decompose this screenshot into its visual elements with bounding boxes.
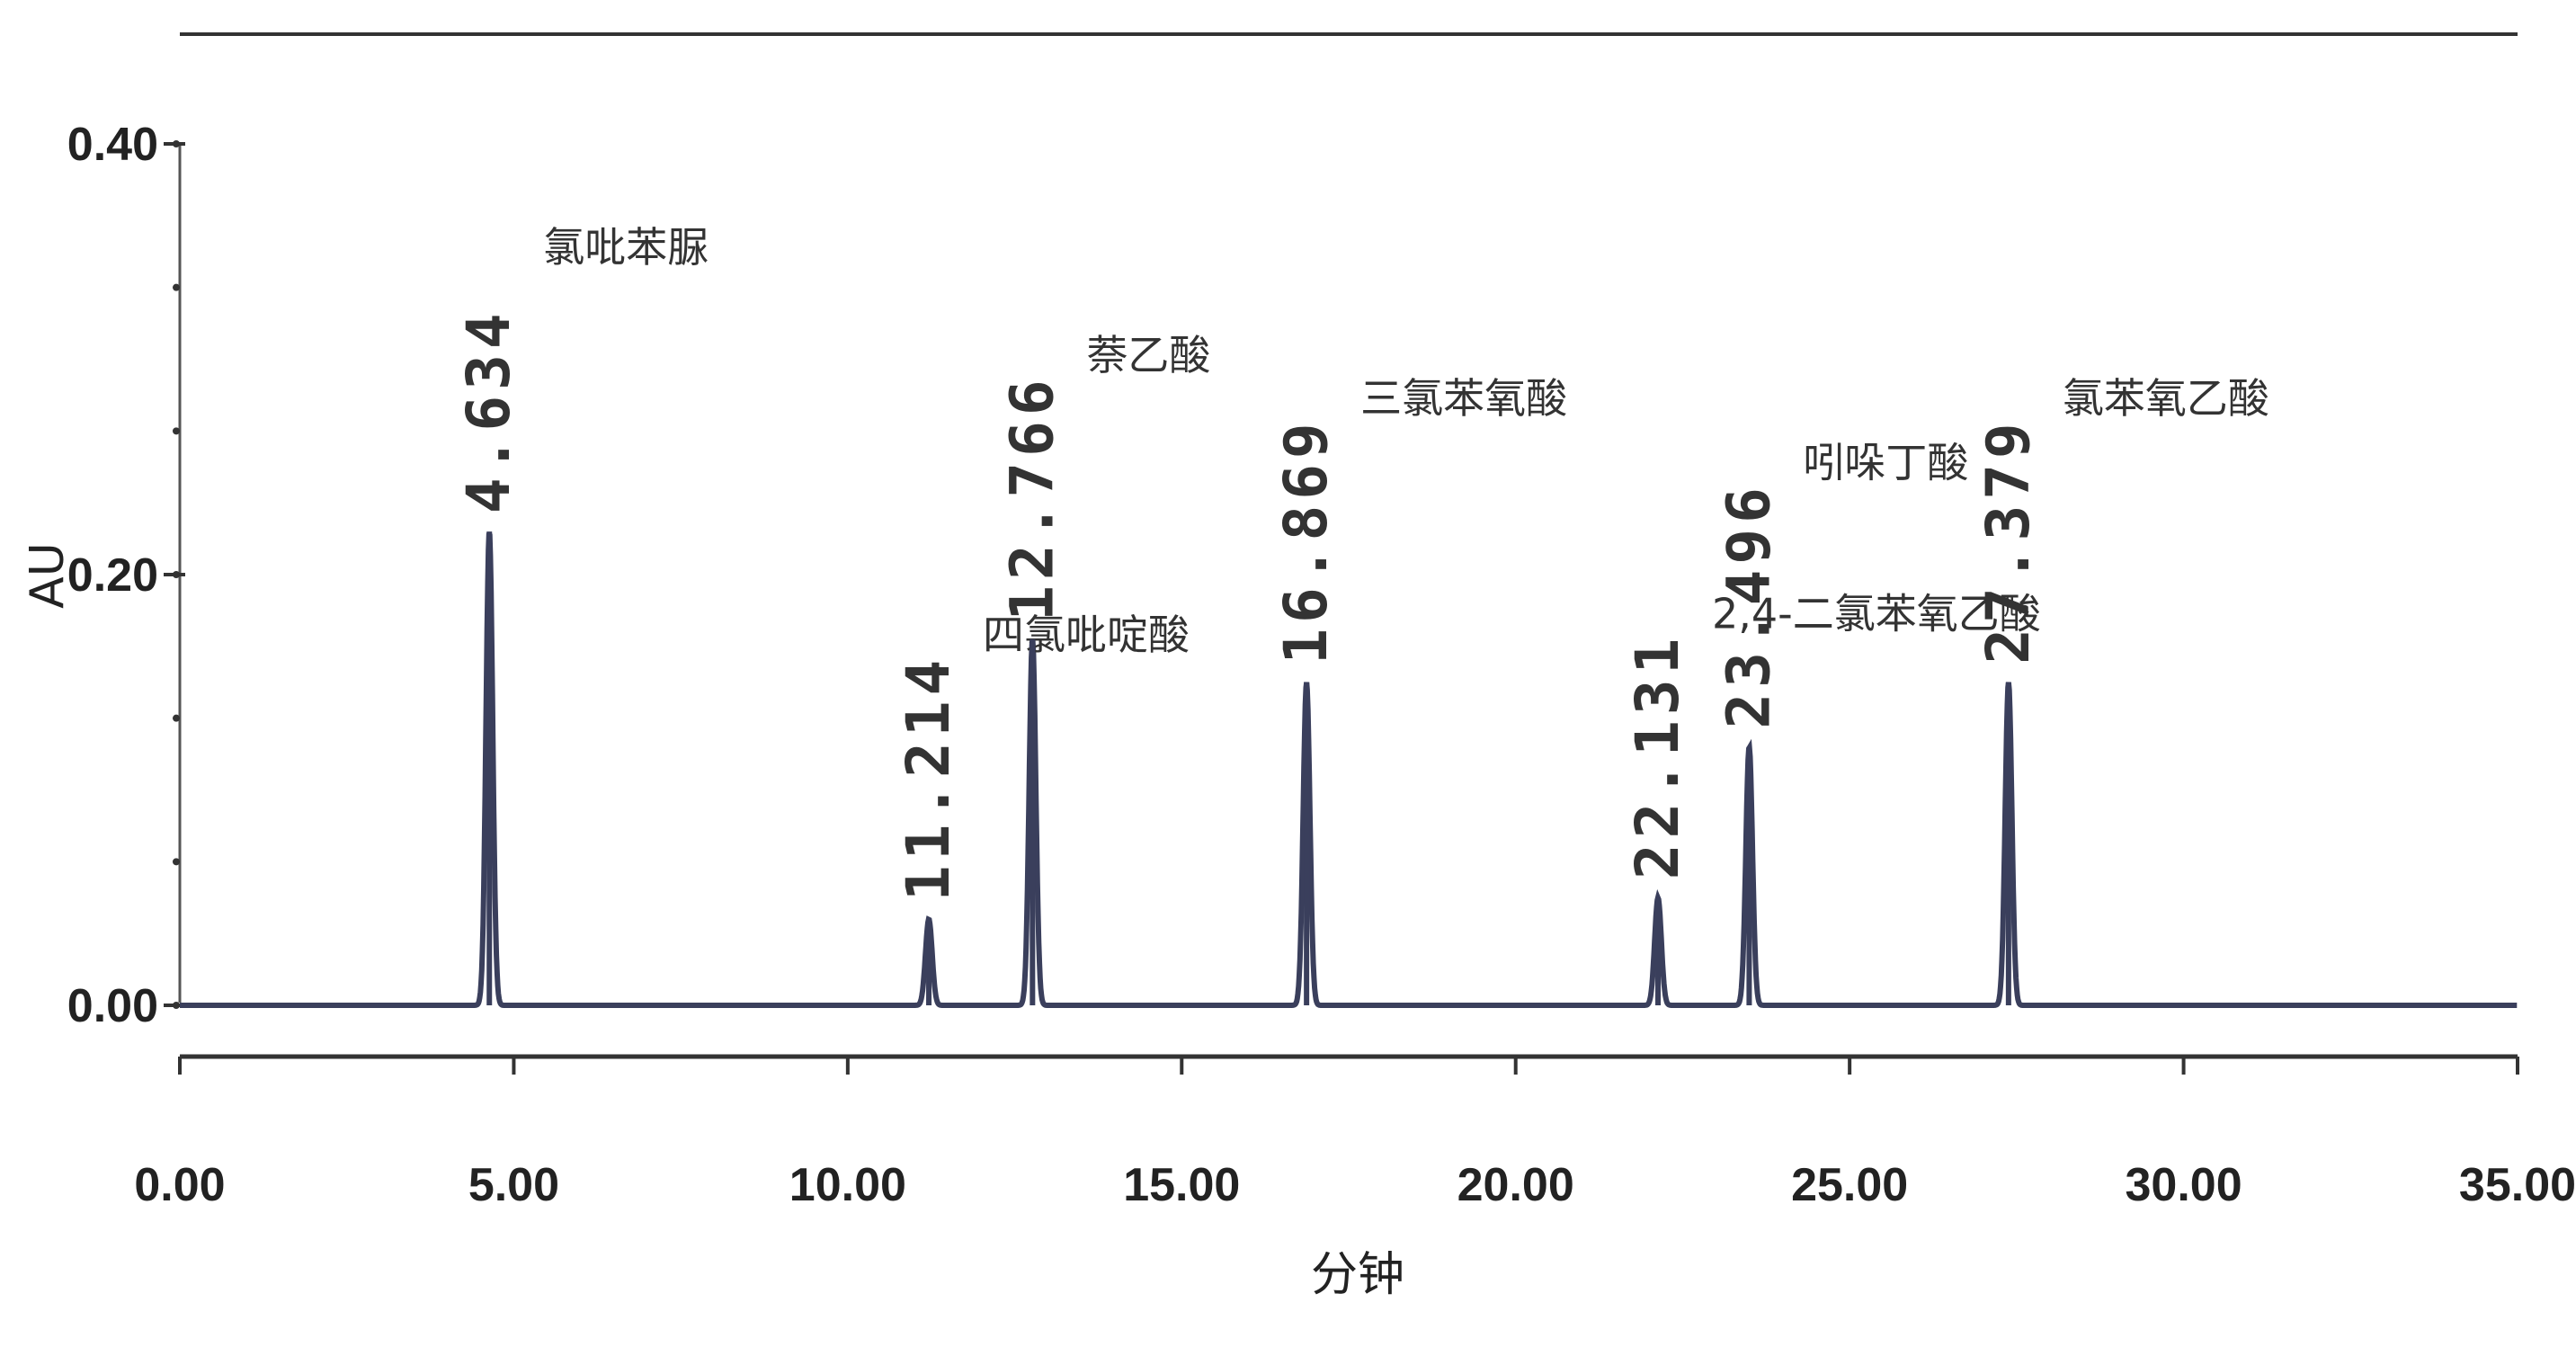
peak-compound-name: 四氯吡啶酸 <box>983 611 1190 659</box>
x-tick-label: 10.00 <box>789 1159 906 1211</box>
peak: 23.496 吲哚丁酸 <box>1714 439 1968 1005</box>
peak-compound-name: 氯吡苯脲 <box>543 223 709 272</box>
y-minor-tick <box>173 1002 180 1009</box>
y-tick-label: 0.20 <box>67 549 158 602</box>
x-tick-label: 25.00 <box>1791 1159 1908 1211</box>
peak-compound-name: 2,4-二氯苯氧乙酸 <box>1712 589 2041 638</box>
peak: 4.634 氯吡苯脲 <box>454 223 709 1005</box>
peak-compound-name: 萘乙酸 <box>1086 331 1210 379</box>
y-minor-tick <box>173 571 180 578</box>
x-tick-label: 35.00 <box>2459 1159 2576 1211</box>
peak-retention-time: 22.131 <box>1623 633 1692 879</box>
y-minor-tick <box>173 427 180 435</box>
peak-compound-name: 吲哚丁酸 <box>1803 439 1968 487</box>
x-tick-label: 15.00 <box>1123 1159 1240 1211</box>
x-tick-label: 20.00 <box>1457 1159 1574 1211</box>
peak: 16.869 三氯苯氧酸 <box>1271 374 1567 1005</box>
peak: 27.379 氯苯氧乙酸 <box>1974 374 2269 1005</box>
peak: 11.214 四氯吡啶酸 <box>894 611 1190 1005</box>
peak-retention-time: 4.634 <box>454 308 523 513</box>
x-axis-title: 分钟 <box>1311 1248 1404 1302</box>
y-minor-tick <box>173 140 180 147</box>
x-tick-label: 0.00 <box>134 1159 225 1211</box>
y-minor-tick <box>173 714 180 722</box>
y-axis-title: AU <box>21 542 75 609</box>
peak-retention-time: 27.379 <box>1974 417 2043 664</box>
peak-retention-time: 16.869 <box>1271 417 1341 664</box>
x-tick-label: 5.00 <box>468 1159 559 1211</box>
y-tick-label: 0.40 <box>67 119 158 171</box>
y-axis-ticks: 0.00 0.20 0.40 <box>67 119 185 1032</box>
y-tick-label: 0.00 <box>67 980 158 1032</box>
peak: 12.766 萘乙酸 <box>997 331 1210 1005</box>
peak: 22.131 2,4-二氯苯氧乙酸 <box>1623 589 2041 1005</box>
peak-retention-time: 11.214 <box>894 655 963 901</box>
peak-retention-time: 23.496 <box>1714 482 1783 728</box>
peak-retention-time: 12.766 <box>997 374 1066 620</box>
x-axis-ticks: 0.00 5.00 10.00 15.00 20.00 25.00 30.00 35.00 <box>134 1057 2576 1211</box>
peak-compound-name: 氯苯氧乙酸 <box>2063 374 2269 423</box>
y-minor-tick <box>173 858 180 866</box>
y-minor-tick <box>173 283 180 291</box>
peak-compound-name: 三氯苯氧酸 <box>1360 374 1567 423</box>
baseline-trace <box>180 531 2518 1008</box>
x-tick-label: 30.00 <box>2126 1159 2242 1211</box>
